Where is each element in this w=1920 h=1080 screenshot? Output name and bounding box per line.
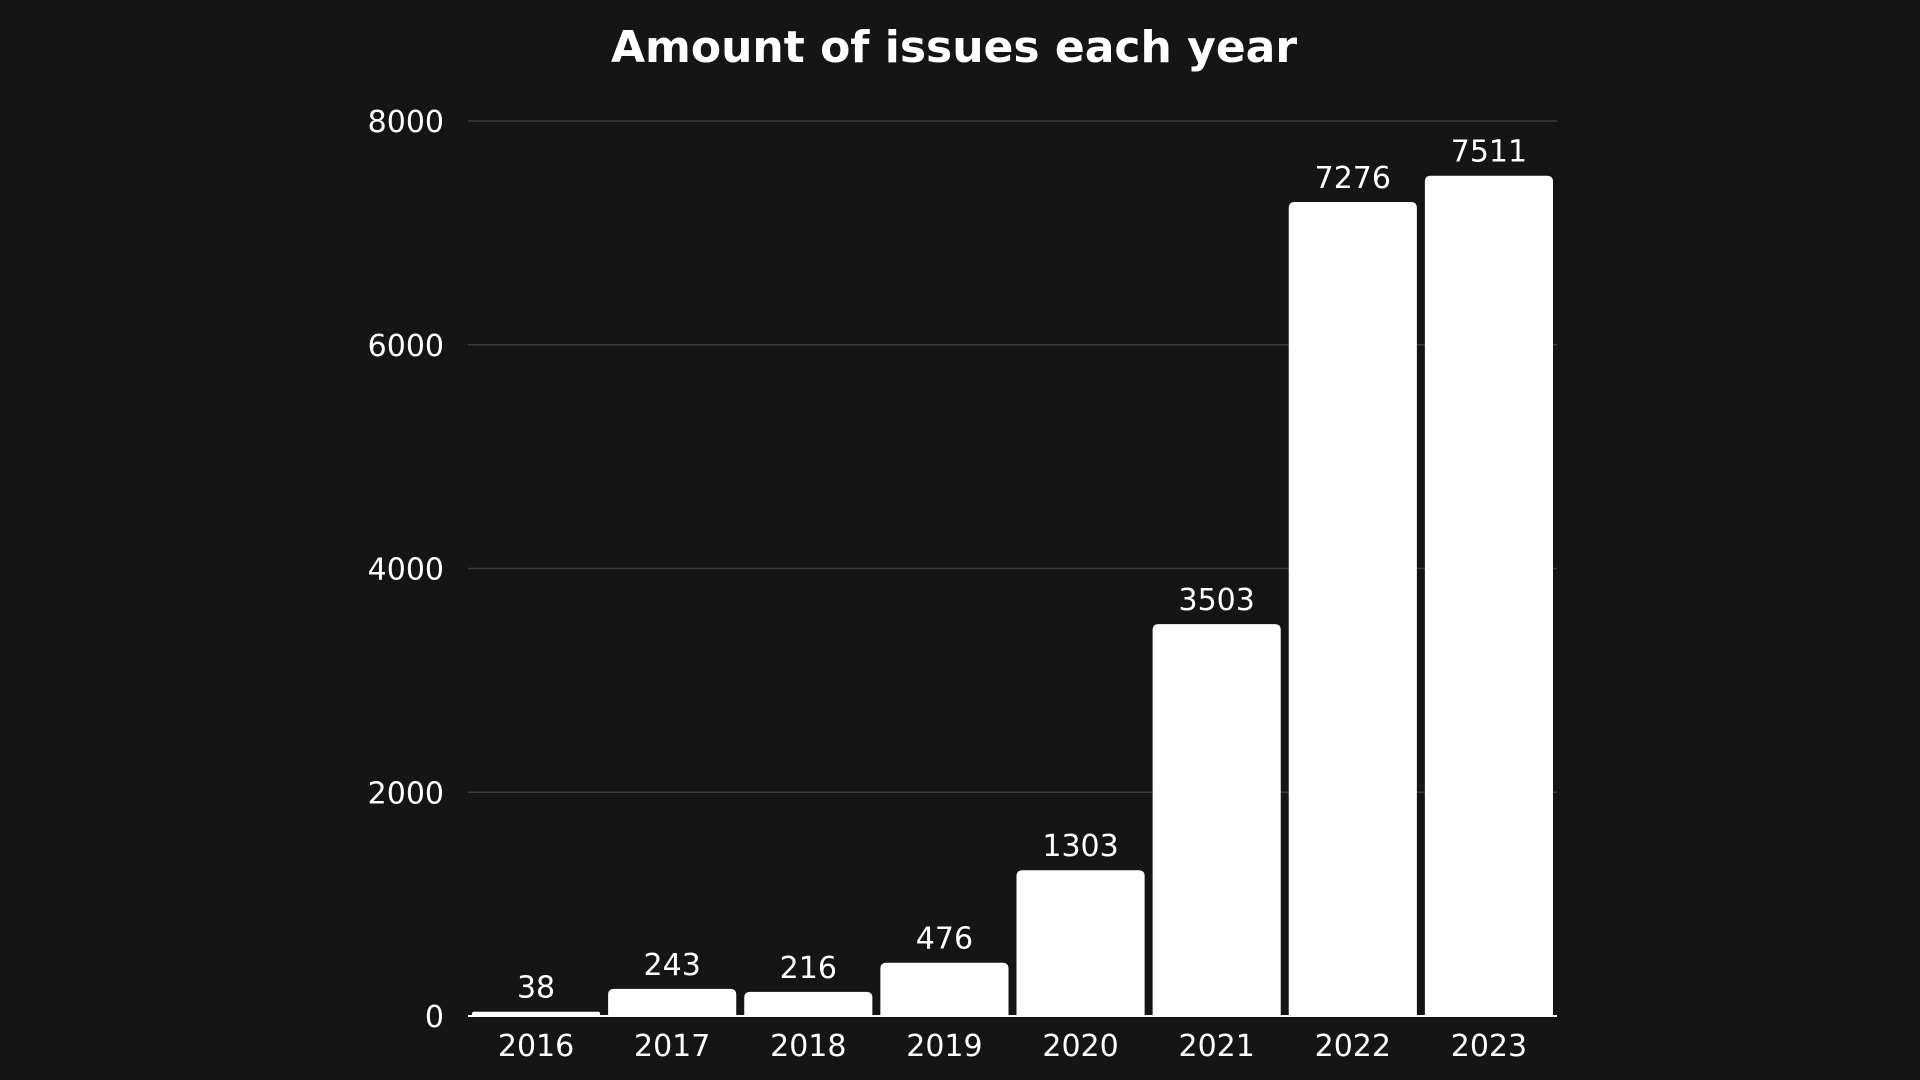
bar-2021	[1152, 624, 1281, 1016]
x-tick-label-2022: 2022	[1315, 1029, 1391, 1064]
data-label-2020: 1303	[1042, 829, 1118, 864]
bar-2020	[1016, 870, 1145, 1016]
x-tick-label-2023: 2023	[1451, 1029, 1527, 1064]
data-label-2018: 216	[780, 951, 837, 986]
data-label-2021: 3503	[1179, 583, 1255, 618]
y-tick-label-8000: 8000	[368, 105, 444, 140]
data-label-2016: 38	[517, 971, 555, 1006]
y-tick-label-6000: 6000	[368, 329, 444, 364]
x-tick-label-2021: 2021	[1179, 1029, 1255, 1064]
y-axis: 0 2000 4000 6000 8000	[368, 105, 444, 1035]
data-label-2019: 476	[916, 922, 973, 957]
data-label-2023: 7511	[1451, 135, 1527, 170]
y-tick-label-4000: 4000	[368, 553, 444, 588]
y-tick-label-2000: 2000	[368, 776, 444, 811]
bar-2018	[744, 991, 873, 1016]
x-tick-label-2019: 2019	[906, 1029, 982, 1064]
bar-2022	[1288, 201, 1417, 1016]
x-axis: 2016 2017 2018 2019 2020 2021 2022 2023	[468, 1015, 1557, 1064]
x-tick-label-2017: 2017	[634, 1029, 710, 1064]
bar-2023	[1424, 175, 1553, 1016]
data-labels: 38 243 216 476 1303 3503 7276 7511	[517, 135, 1527, 1006]
x-tick-label-2018: 2018	[770, 1029, 846, 1064]
x-tick-label-2016: 2016	[498, 1029, 574, 1064]
bar-2019	[880, 962, 1009, 1016]
chart-title: Amount of issues each year	[611, 22, 1297, 73]
data-label-2022: 7276	[1315, 161, 1391, 196]
y-tick-label-0: 0	[425, 1000, 444, 1035]
data-label-2017: 243	[644, 948, 701, 983]
bars	[472, 175, 1553, 1016]
bar-2017	[608, 988, 737, 1016]
bar-2016	[472, 1011, 601, 1016]
x-tick-label-2020: 2020	[1042, 1029, 1118, 1064]
